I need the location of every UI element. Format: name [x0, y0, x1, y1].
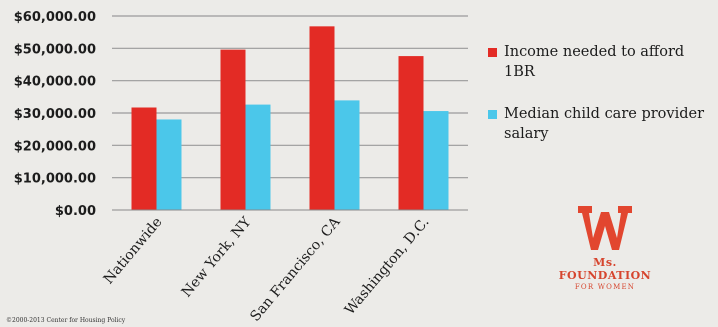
bar: [309, 26, 335, 211]
y-tick-label: $20,000.00: [14, 139, 96, 154]
copyright-notice: ©2000-2013 Center for Housing Policy: [6, 317, 126, 324]
x-category-label: Nationwide: [101, 214, 166, 287]
bar: [334, 100, 360, 210]
legend: Income needed to afford 1BR Median child…: [488, 42, 713, 166]
bar: [220, 49, 246, 211]
y-axis-tick-labels: $0.00 $10,000.00 $20,000.00 $30,000.00 $40,0…: [14, 10, 96, 219]
legend-swatch-income: [488, 48, 497, 57]
y-tick-label: $60,000.00: [14, 10, 96, 25]
bars: [131, 26, 449, 211]
y-tick-label: $50,000.00: [14, 42, 96, 57]
x-category-label: Washington, D.C.: [342, 214, 433, 318]
x-category-label: New York, NY: [179, 214, 255, 301]
y-tick-label: $30,000.00: [14, 107, 96, 122]
legend-label-salary: Median child care provider salary: [504, 106, 705, 142]
x-category-label: San Francisco, CA: [247, 214, 344, 325]
legend-item-salary: Median child care provider salary: [488, 104, 713, 144]
bar: [156, 119, 182, 210]
y-tick-label: $40,000.00: [14, 75, 96, 90]
brand-name: Ms. FOUNDATION: [558, 256, 652, 282]
legend-label-income: Income needed to afford 1BR: [504, 44, 685, 80]
y-tick-label: $0.00: [55, 204, 96, 219]
bar: [245, 104, 271, 210]
bar: [398, 56, 424, 210]
ms-foundation-w-logo-icon: [578, 206, 632, 250]
y-tick-label: $10,000.00: [14, 172, 96, 187]
bar: [423, 111, 449, 210]
legend-swatch-salary: [488, 110, 497, 119]
brand-subtitle: FOR WOMEN: [574, 283, 636, 291]
bar: [131, 107, 157, 210]
ms-foundation-brand: Ms. FOUNDATION FOR WOMEN: [546, 204, 664, 291]
legend-item-income: Income needed to afford 1BR: [488, 42, 713, 82]
